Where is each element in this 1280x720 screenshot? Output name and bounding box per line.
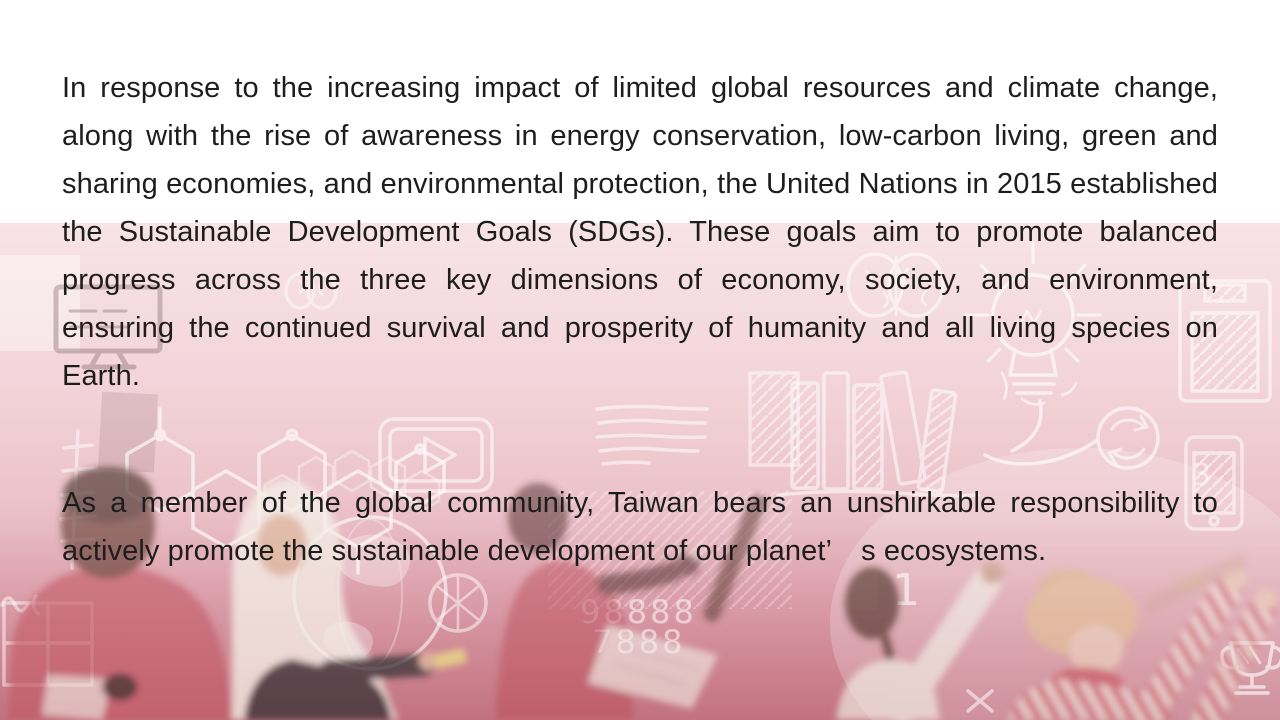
chalkboard-photo-background: 1 3 98888 7888 — [0, 223, 1280, 720]
white-wash-overlay — [0, 223, 1280, 720]
paragraph-intro: In response to the increasing impact of … — [62, 72, 1218, 392]
paragraph-taiwan: As a member of the global community, Tai… — [62, 487, 1218, 567]
slide-text-block: In response to the increasing impact of … — [62, 64, 1218, 575]
